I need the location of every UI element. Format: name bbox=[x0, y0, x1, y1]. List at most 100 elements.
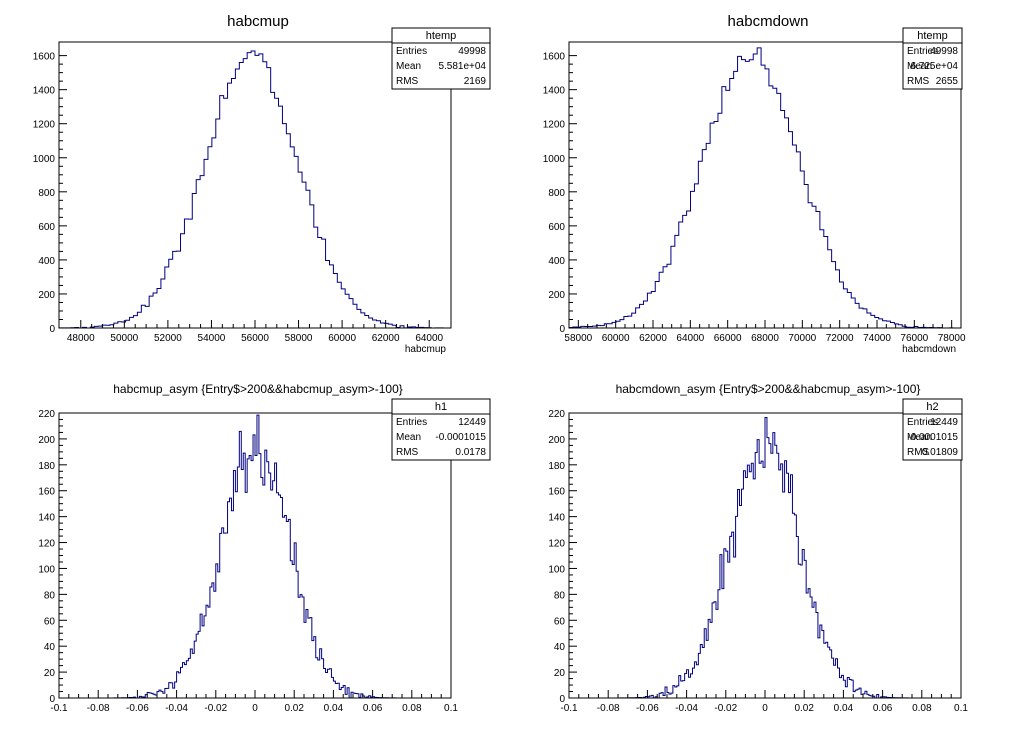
stats-box-title: h2 bbox=[926, 401, 938, 413]
x-tick-label: 62000 bbox=[639, 333, 667, 344]
stats-box-frame bbox=[902, 27, 963, 90]
y-tick-label: 100 bbox=[548, 564, 565, 575]
x-tick-label: 64000 bbox=[415, 333, 443, 344]
stats-row-label: RMS bbox=[396, 447, 419, 458]
x-tick-label: 0.08 bbox=[402, 703, 422, 714]
y-tick-label: 40 bbox=[554, 642, 566, 653]
histogram-series bbox=[569, 417, 961, 699]
x-tick-label: 78000 bbox=[938, 333, 966, 344]
x-tick-label: 50000 bbox=[110, 333, 138, 344]
stats-row-label: Entries bbox=[907, 46, 938, 57]
x-tick-label: 0 bbox=[252, 703, 258, 714]
x-axis-label: habcmup bbox=[405, 344, 447, 355]
y-tick-label: 1000 bbox=[543, 154, 566, 165]
y-tick-label: 160 bbox=[548, 487, 565, 498]
x-tick-label: -0.02 bbox=[714, 703, 737, 714]
y-tick-label: 1600 bbox=[543, 52, 566, 63]
plot-title: habcmup bbox=[227, 13, 289, 30]
x-tick-label: 56000 bbox=[241, 333, 269, 344]
y-tick-label: 80 bbox=[44, 590, 56, 601]
plot-frame bbox=[568, 41, 962, 329]
x-tick-label: 0.04 bbox=[834, 703, 854, 714]
y-tick-label: 800 bbox=[548, 188, 565, 199]
histogram-series bbox=[59, 50, 451, 329]
stats-row-label: Mean bbox=[907, 61, 932, 72]
plot-title: habcmdown bbox=[728, 13, 809, 30]
histogram-series bbox=[59, 414, 451, 699]
y-tick-label: 1000 bbox=[33, 154, 56, 165]
x-tick-label: 60000 bbox=[602, 333, 630, 344]
x-tick-label: 66000 bbox=[714, 333, 742, 344]
y-tick-label: 1600 bbox=[33, 52, 56, 63]
plot-title: habcmdown_asym {Entry$>200&&habcmup_asym… bbox=[616, 382, 921, 396]
stats-row-label: Mean bbox=[396, 61, 421, 72]
x-tick-label: -0.04 bbox=[675, 703, 698, 714]
stats-row-value: 49998 bbox=[930, 46, 958, 57]
x-tick-label: -0.1 bbox=[560, 703, 578, 714]
y-tick-label: 0 bbox=[559, 324, 565, 335]
y-tick-label: 100 bbox=[38, 564, 55, 575]
y-tick-label: 200 bbox=[38, 290, 55, 301]
y-tick-label: 400 bbox=[548, 256, 565, 267]
y-tick-label: 60 bbox=[44, 616, 56, 627]
x-tick-label: 54000 bbox=[198, 333, 226, 344]
y-tick-label: 400 bbox=[38, 256, 55, 267]
x-tick-label: -0.08 bbox=[87, 703, 110, 714]
x-tick-label: 0.08 bbox=[912, 703, 932, 714]
x-tick-label: 0 bbox=[762, 703, 768, 714]
x-tick-label: 70000 bbox=[788, 333, 816, 344]
x-axis-label: habcmdown bbox=[902, 344, 956, 355]
histogram-series bbox=[569, 47, 961, 329]
x-tick-label: -0.06 bbox=[126, 703, 149, 714]
x-tick-label: 0.06 bbox=[873, 703, 893, 714]
x-tick-label: 58000 bbox=[564, 333, 592, 344]
stats-row-value: 2655 bbox=[936, 76, 959, 87]
y-tick-label: 80 bbox=[554, 590, 566, 601]
stats-row-value: 6.725e+04 bbox=[910, 61, 958, 72]
plot-title: habcmup_asym {Entry$>200&&habcmup_asym>-… bbox=[113, 382, 403, 396]
y-tick-label: 1200 bbox=[33, 120, 56, 131]
x-tick-label: 68000 bbox=[751, 333, 779, 344]
y-tick-label: 0 bbox=[49, 694, 55, 705]
y-tick-label: 220 bbox=[38, 409, 55, 420]
y-tick-label: 180 bbox=[548, 461, 565, 472]
stats-row-label: RMS bbox=[396, 76, 419, 87]
y-tick-label: 200 bbox=[548, 290, 565, 301]
stats-box-title: h1 bbox=[435, 401, 447, 413]
stats-row-value: 5.581e+04 bbox=[438, 61, 486, 72]
x-tick-label: -0.02 bbox=[204, 703, 227, 714]
stats-row-label: Entries bbox=[396, 417, 427, 428]
y-tick-label: 20 bbox=[554, 668, 566, 679]
y-tick-label: 1400 bbox=[543, 86, 566, 97]
x-tick-label: 0.1 bbox=[954, 703, 968, 714]
stats-box-title: htemp bbox=[917, 30, 948, 42]
y-tick-label: 600 bbox=[38, 222, 55, 233]
stats-box: h1 Entries 12449 Mean -0.0001015 RMS 0.0178 bbox=[391, 398, 491, 461]
y-tick-label: 1200 bbox=[543, 120, 566, 131]
x-tick-label: -0.06 bbox=[636, 703, 659, 714]
y-tick-label: 0 bbox=[49, 324, 55, 335]
stats-box-title: htemp bbox=[426, 30, 457, 42]
stats-row-label: RMS bbox=[907, 76, 930, 87]
y-tick-label: 600 bbox=[548, 222, 565, 233]
stats-row-value: 49998 bbox=[458, 46, 486, 57]
stats-box-frame bbox=[391, 398, 491, 461]
stats-box-frame bbox=[902, 398, 963, 461]
stats-row-label: Mean bbox=[396, 432, 421, 443]
y-tick-label: 160 bbox=[38, 487, 55, 498]
y-tick-label: 220 bbox=[548, 409, 565, 420]
y-tick-label: 800 bbox=[38, 188, 55, 199]
x-tick-label: 64000 bbox=[676, 333, 704, 344]
stats-row-label: Entries bbox=[907, 417, 938, 428]
x-tick-label: 60000 bbox=[328, 333, 356, 344]
y-tick-label: 40 bbox=[44, 642, 56, 653]
stats-row-label: RMS bbox=[907, 447, 930, 458]
stats-row-value: 0.0178 bbox=[455, 447, 486, 458]
x-tick-label: 0.04 bbox=[324, 703, 344, 714]
x-tick-label: -0.1 bbox=[50, 703, 68, 714]
y-tick-label: 200 bbox=[548, 435, 565, 446]
x-tick-label: 0.02 bbox=[794, 703, 814, 714]
